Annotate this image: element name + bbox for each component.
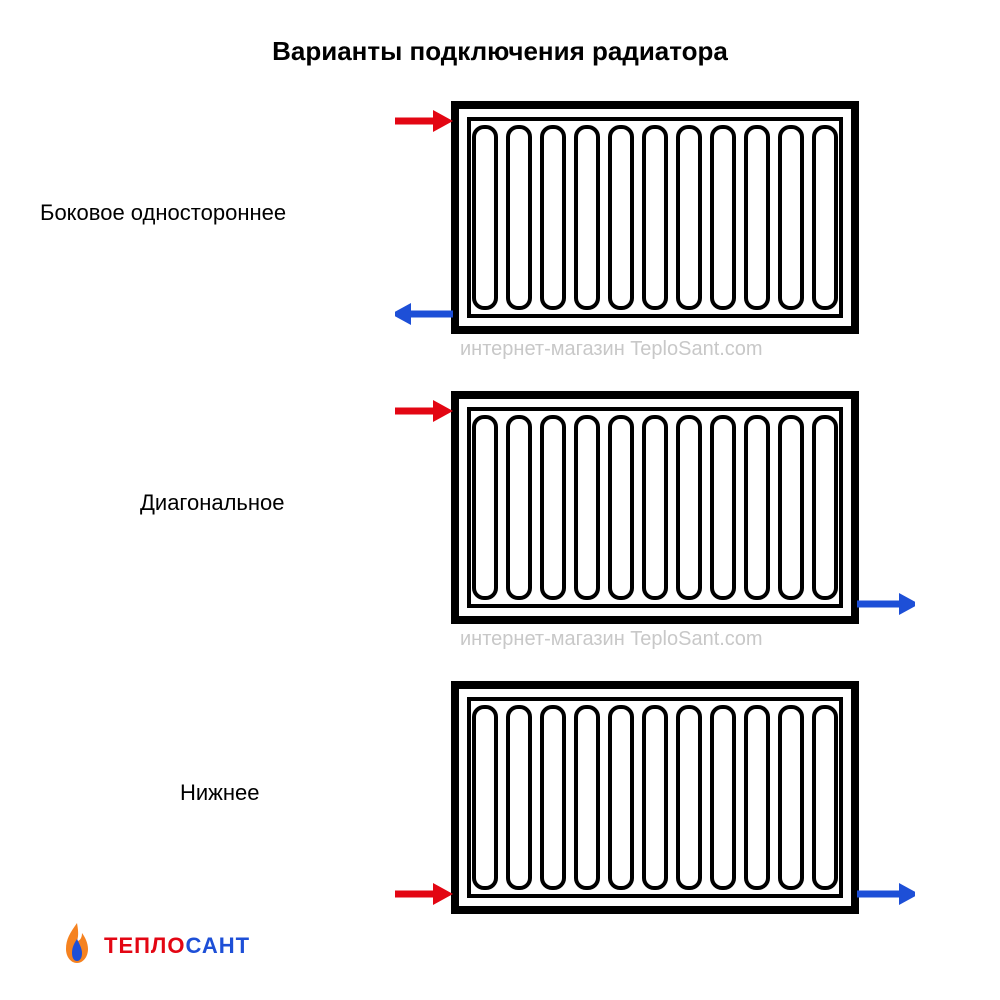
brand-logo: ТЕПЛОСАНТ: [60, 921, 250, 970]
logo-text: ТЕПЛОСАНТ: [104, 933, 250, 959]
logo-text-b: САНТ: [185, 933, 250, 958]
flame-icon: [60, 921, 94, 970]
logo-text-a: ТЕПЛО: [104, 933, 185, 958]
radiator-diagram: [395, 661, 915, 939]
connection-label: Боковое одностороннее: [40, 200, 286, 226]
page-title: Варианты подключения радиатора: [0, 36, 1000, 67]
watermark-text: интернет-магазин TeploSant.com: [460, 628, 763, 651]
connection-label: Диагональное: [140, 490, 285, 516]
radiator-diagram: [395, 371, 915, 649]
connection-label: Нижнее: [180, 780, 260, 806]
watermark-text: интернет-магазин TeploSant.com: [460, 338, 763, 361]
radiator-diagram: [395, 81, 915, 359]
